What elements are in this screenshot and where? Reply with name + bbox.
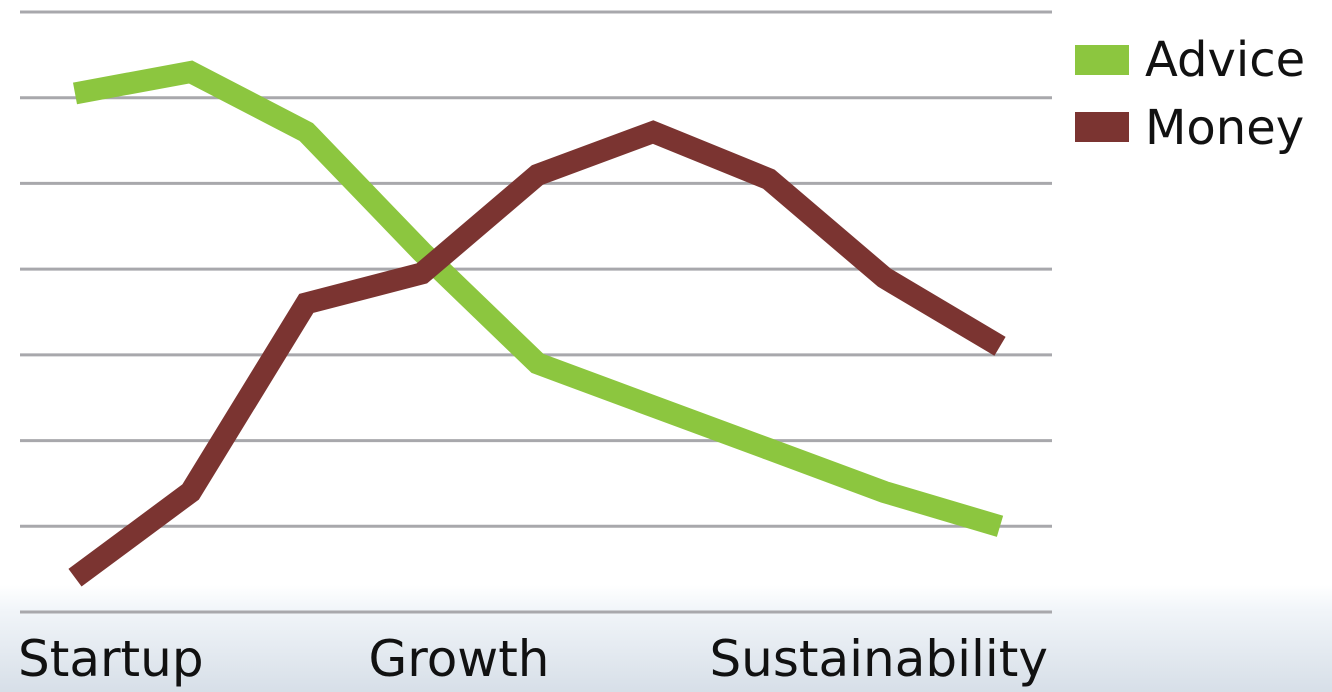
- legend-item-advice: Advice: [1075, 32, 1305, 88]
- legend-item-money: Money: [1075, 100, 1304, 156]
- series-lines: [68, 60, 1006, 587]
- x-tick-label-sustainability: Sustainability: [709, 630, 1048, 688]
- x-axis-tick-labels: Startup Growth Sustainability: [18, 630, 1048, 688]
- legend: Advice Money: [1075, 32, 1305, 156]
- legend-swatch-advice: [1075, 45, 1129, 75]
- legend-label-advice: Advice: [1145, 32, 1305, 88]
- series-line-advice: [72, 60, 1004, 537]
- gridlines: [20, 10, 1052, 614]
- x-tick-label-growth: Growth: [369, 630, 550, 688]
- legend-label-money: Money: [1145, 100, 1304, 156]
- x-tick-label-startup: Startup: [18, 630, 204, 688]
- legend-swatch-money: [1075, 112, 1129, 142]
- series-line-money: [68, 120, 1006, 587]
